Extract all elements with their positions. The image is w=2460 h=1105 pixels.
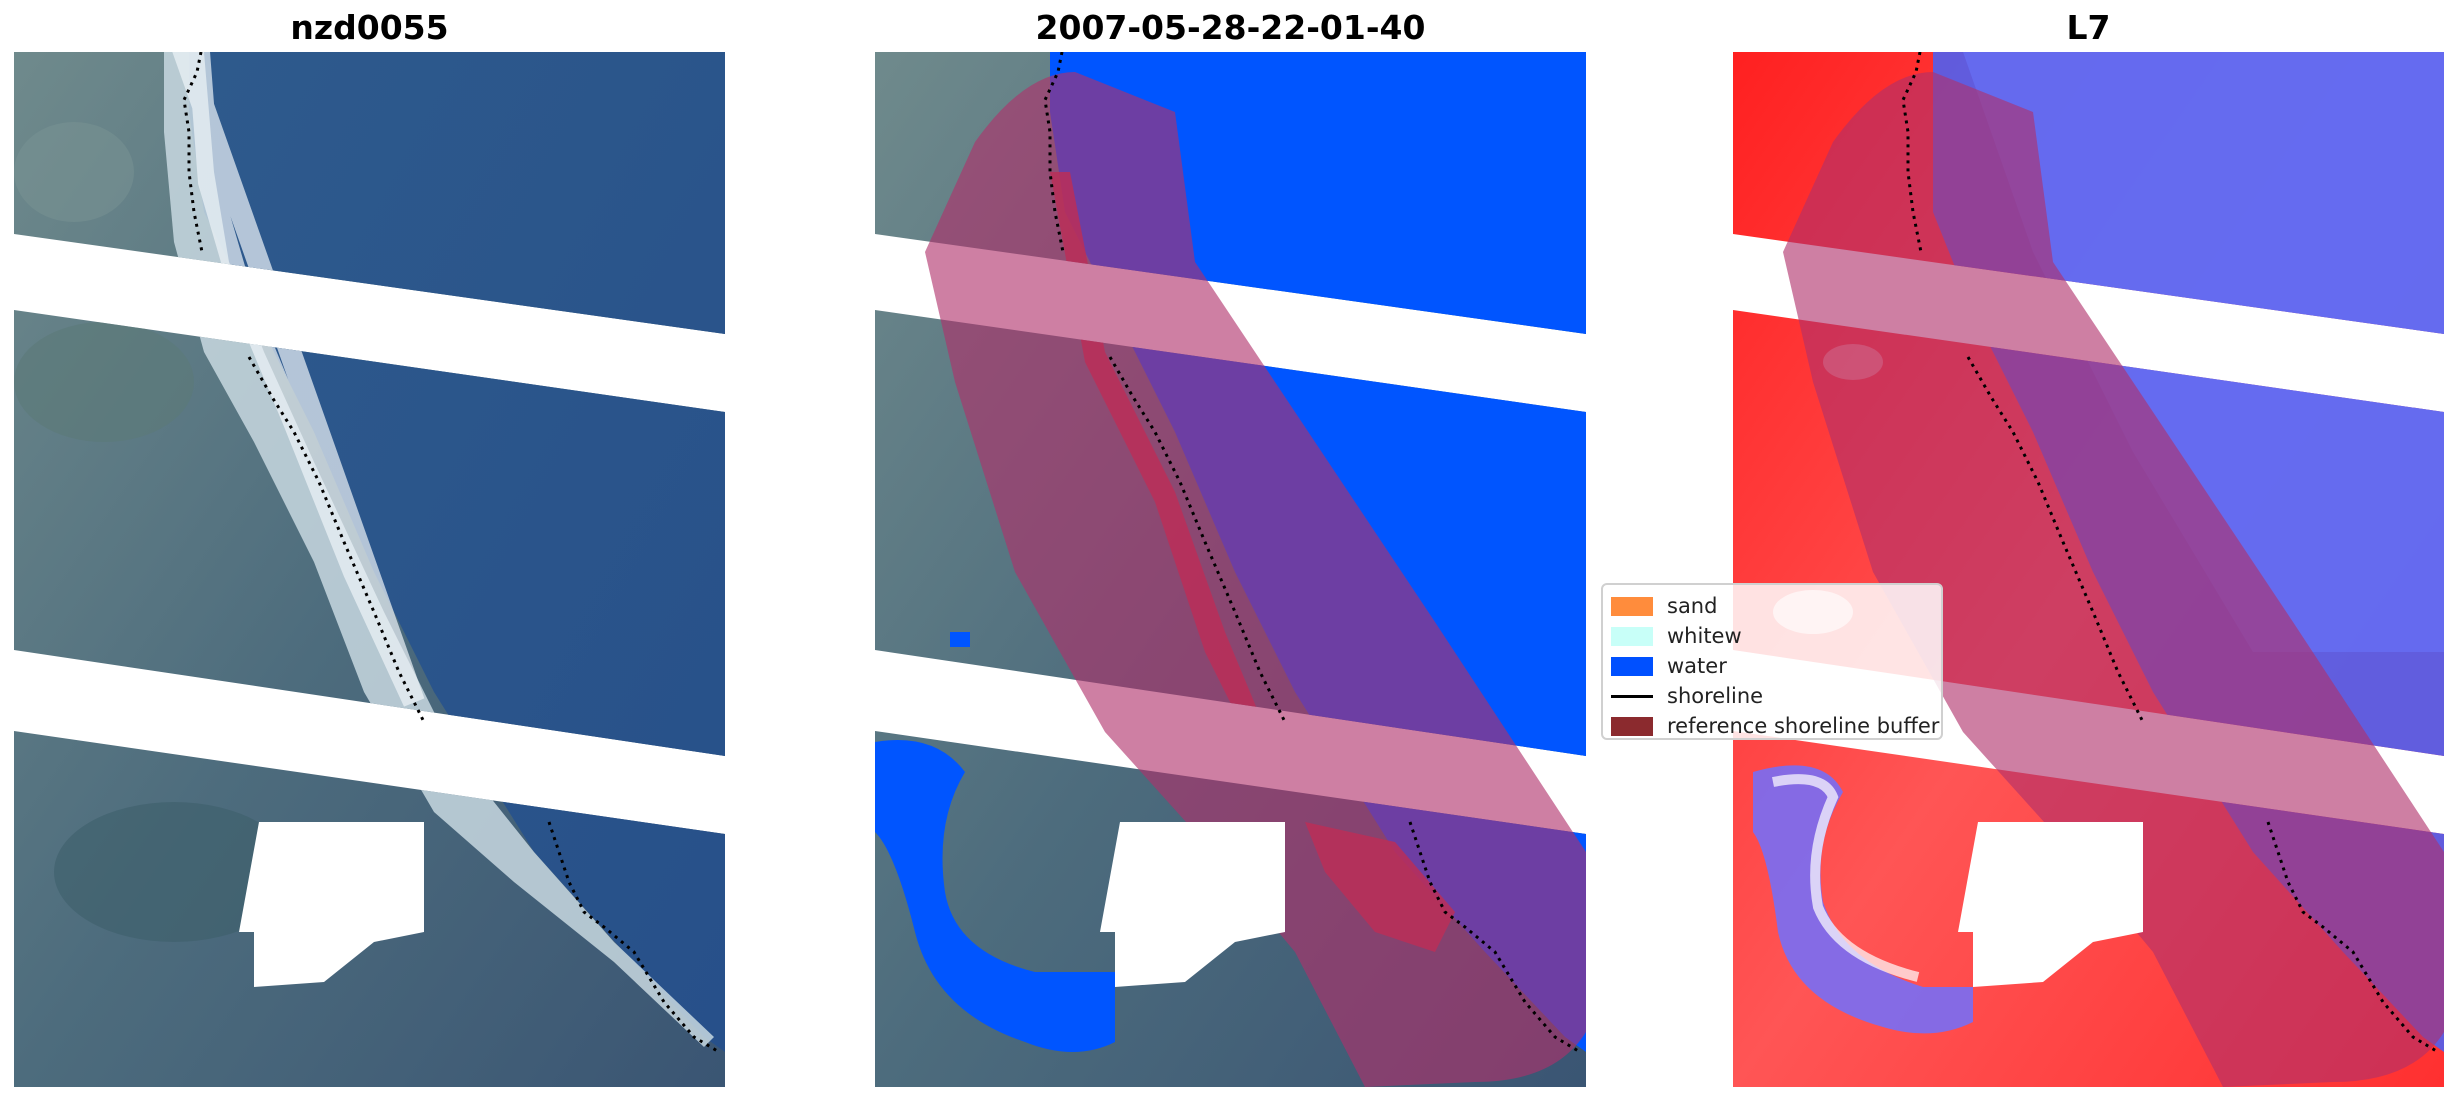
- legend-item-shoreline: shoreline: [1611, 681, 1933, 711]
- legend-item-buffer: reference shoreline buffer: [1611, 711, 1939, 741]
- legend-label-shoreline: shoreline: [1667, 684, 1764, 708]
- panel-title-rgb: nzd0055: [290, 8, 449, 47]
- legend-label-buffer: reference shoreline buffer: [1667, 714, 1940, 738]
- legend-label-sand: sand: [1667, 594, 1718, 618]
- water-swatch: [1611, 656, 1653, 676]
- panel-title-classified: 2007-05-28-22-01-40: [1035, 8, 1426, 47]
- whitewater-swatch: [1611, 626, 1653, 646]
- buffer-swatch: [1611, 716, 1653, 736]
- sand-swatch: [1611, 596, 1653, 616]
- index-image-panel: [1733, 52, 2444, 1087]
- legend-item-whitewater: whitew: [1611, 621, 1933, 651]
- classified-image-panel: [875, 52, 1586, 1087]
- legend-label-water: water: [1667, 654, 1727, 678]
- legend-label-whitewater: whitew: [1667, 624, 1742, 648]
- legend-item-sand: sand: [1611, 591, 1933, 621]
- legend-item-water: water: [1611, 651, 1933, 681]
- panel-title-index: L7: [2066, 8, 2111, 47]
- legend: sand whitew water shoreline reference sh…: [1601, 583, 1943, 740]
- rgb-image-panel: [14, 52, 725, 1087]
- shoreline-line-swatch: [1611, 694, 1653, 698]
